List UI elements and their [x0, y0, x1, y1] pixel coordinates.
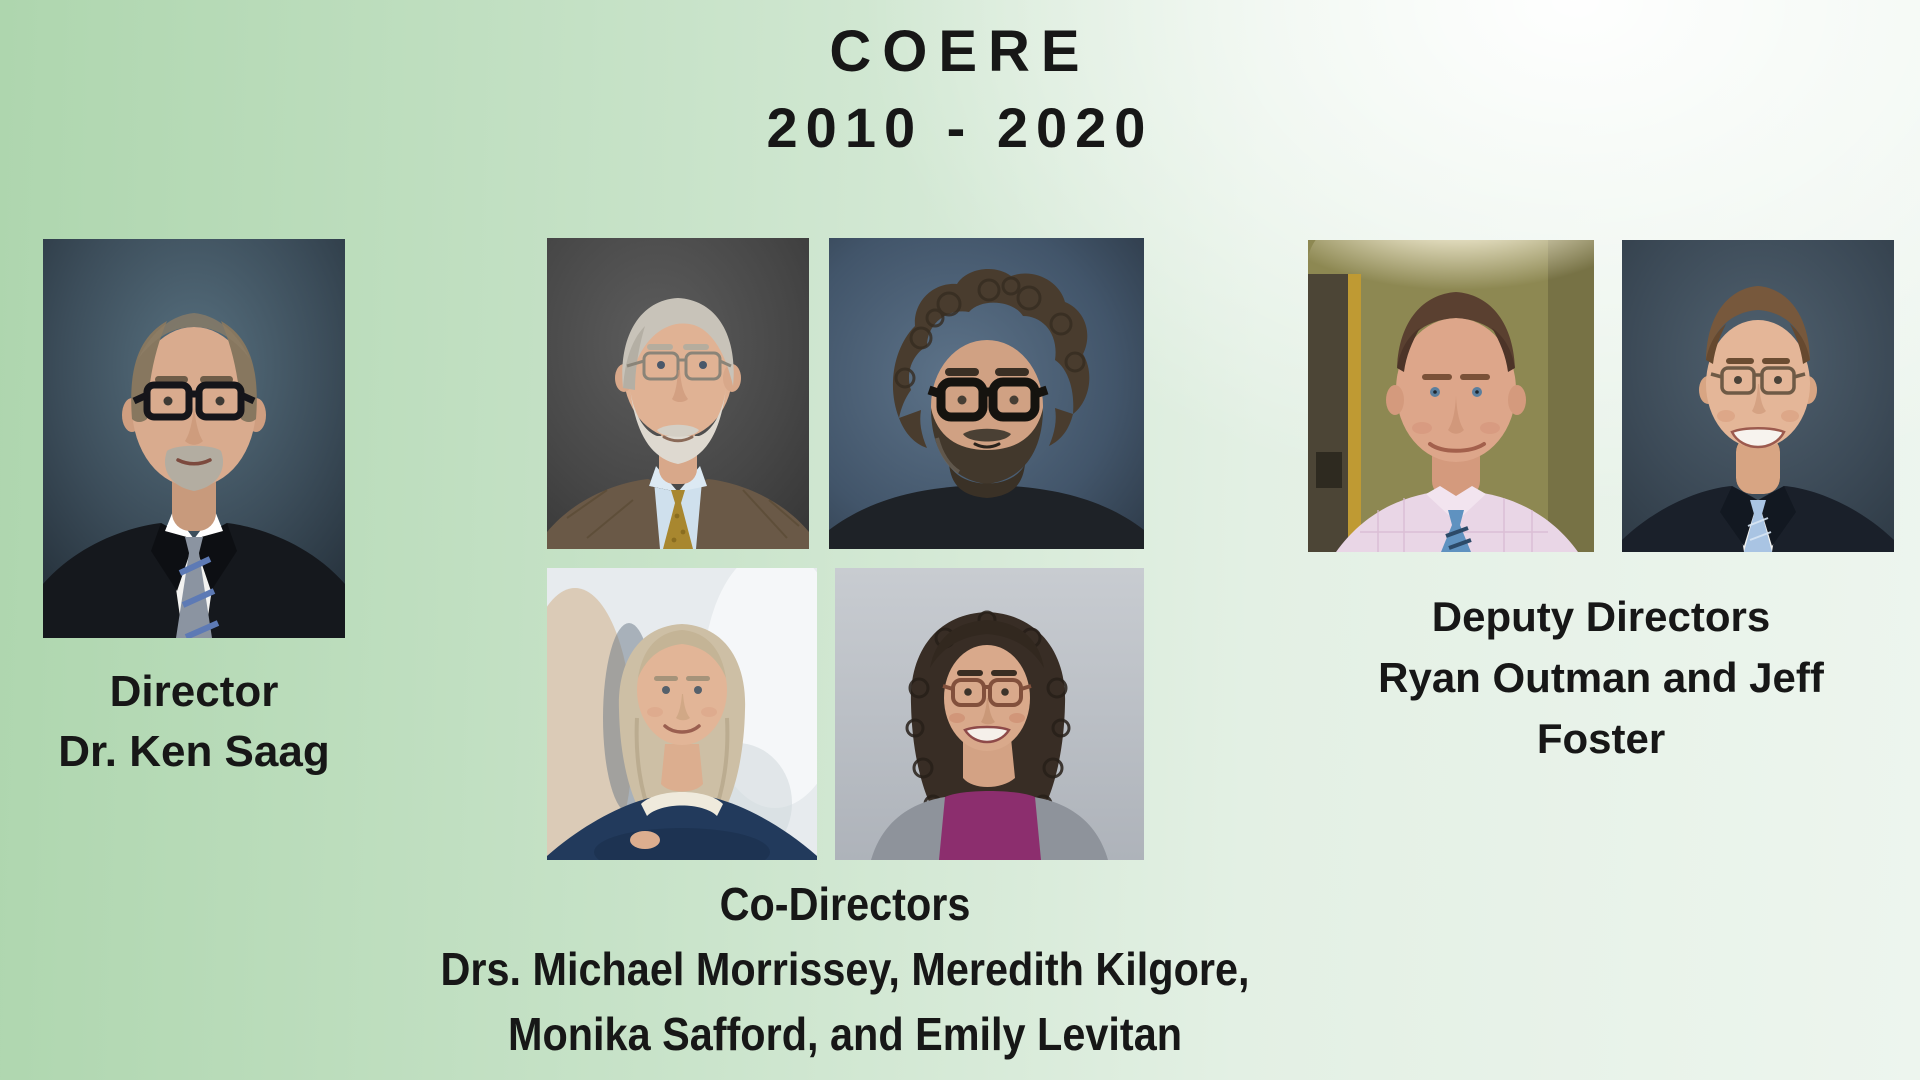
michael-morrissey-portrait: [547, 238, 809, 549]
deputy-directors-names-line1: Ryan Outman and Jeff: [1378, 654, 1824, 701]
portrait-illustration: [829, 238, 1144, 549]
deputy-directors-role-label: Deputy Directors: [1431, 593, 1771, 640]
slide-subtitle-years: 2010 - 2020: [766, 96, 1154, 159]
ryan-outman-portrait: [1308, 240, 1594, 552]
slide-title-block: COERE 2010 - 2020: [0, 20, 1920, 158]
portrait-illustration: [547, 238, 809, 549]
co-directors-names-line2: Monika Safford, and Emily Levitan: [507, 1008, 1183, 1060]
deputy-directors-names-line2: Foster: [1536, 715, 1666, 762]
slide-title: COERE: [829, 19, 1091, 84]
portrait-illustration: [1622, 240, 1894, 552]
portrait-illustration: [43, 239, 345, 638]
portrait-illustration: [835, 568, 1144, 860]
deputy-directors-caption: Deputy Directors Ryan Outman and Jeff Fo…: [1291, 586, 1911, 769]
co-directors-caption: Co-Directors Drs. Michael Morrissey, Mer…: [395, 872, 1295, 1067]
meredith-kilgore-portrait: [829, 238, 1144, 549]
co-directors-names-line1: Drs. Michael Morrissey, Meredith Kilgore…: [440, 943, 1250, 995]
ken-saag-portrait: [43, 239, 345, 638]
director-role-label: Director: [109, 667, 279, 716]
co-directors-role-label: Co-Directors: [719, 878, 971, 930]
director-caption: Director Dr. Ken Saag: [13, 662, 375, 782]
emily-levitan-portrait: [835, 568, 1144, 860]
monika-safford-portrait: [547, 568, 817, 860]
director-name-label: Dr. Ken Saag: [58, 727, 330, 776]
jeff-foster-portrait: [1622, 240, 1894, 552]
portrait-illustration: [1308, 240, 1594, 552]
portrait-illustration: [547, 568, 817, 860]
